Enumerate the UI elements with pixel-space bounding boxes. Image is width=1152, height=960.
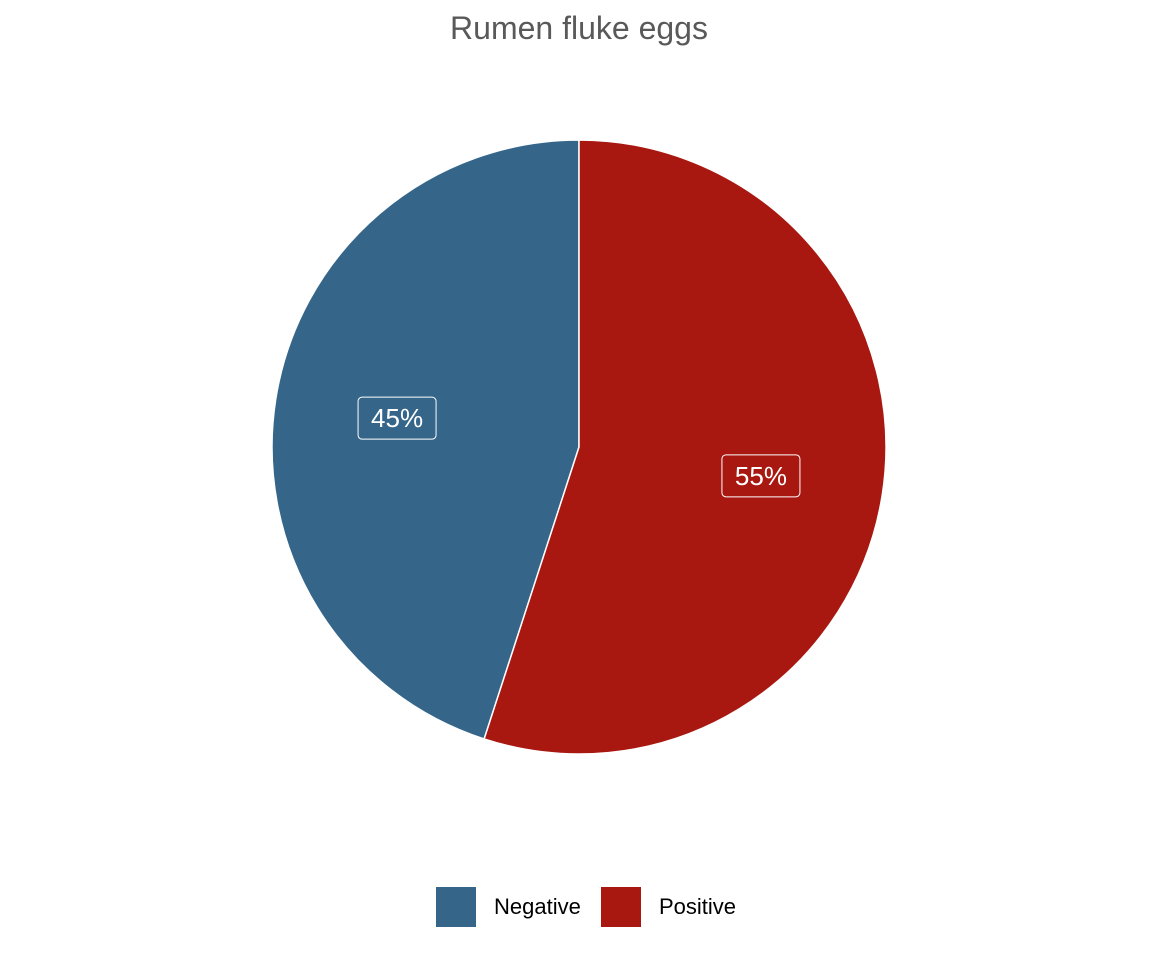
pie-slices <box>271 139 887 755</box>
legend-swatch-positive <box>601 887 641 927</box>
slice-label-box-negative <box>357 396 437 440</box>
slice-label-text-negative: 45% <box>371 403 423 433</box>
legend-item-positive: Positive <box>601 887 736 927</box>
legend-swatch-negative <box>436 887 476 927</box>
slice-label-positive: 55% <box>721 454 801 498</box>
legend-label-negative: Negative <box>494 894 581 919</box>
legend-label-positive: Positive <box>659 894 737 919</box>
pie-slice-positive <box>483 139 887 755</box>
slice-label-text-positive: 55% <box>735 461 787 491</box>
slice-label-box-positive <box>721 454 801 498</box>
pie-labels: 45% 55% <box>357 396 801 498</box>
slice-label-negative: 45% <box>357 396 437 440</box>
legend: Negative Positive <box>0 887 1152 927</box>
chart-title: Rumen fluke eggs <box>450 10 708 46</box>
legend-item-negative: Negative <box>436 887 581 927</box>
